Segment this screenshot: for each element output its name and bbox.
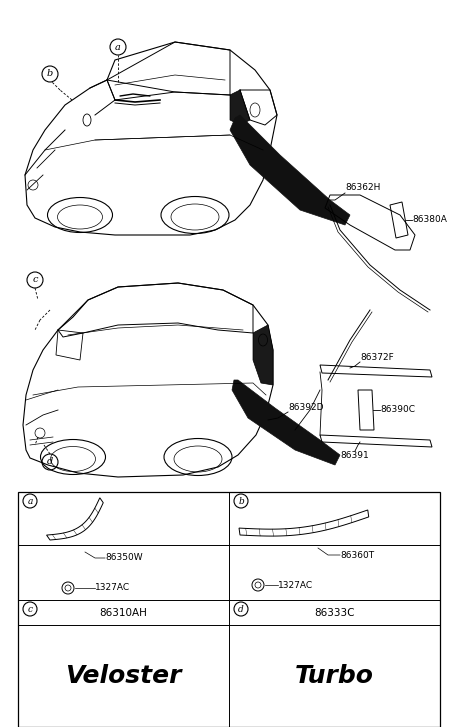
Text: 86390C: 86390C	[380, 406, 415, 414]
Text: Turbo: Turbo	[295, 664, 374, 688]
Text: 86362H: 86362H	[345, 183, 381, 193]
Text: d: d	[47, 457, 53, 467]
Text: 86310AH: 86310AH	[99, 608, 147, 617]
Text: 86372F: 86372F	[360, 353, 394, 363]
Text: c: c	[32, 276, 38, 284]
Text: 86360T: 86360T	[340, 550, 374, 560]
Text: 86333C: 86333C	[314, 608, 355, 617]
Bar	[18, 492, 440, 727]
Text: 86350W: 86350W	[105, 553, 142, 563]
Text: 1327AC: 1327AC	[278, 580, 313, 590]
Text: 86392D: 86392D	[288, 403, 323, 412]
Polygon shape	[232, 380, 340, 465]
Text: a: a	[115, 42, 121, 52]
Text: a: a	[27, 497, 33, 505]
Text: 86391: 86391	[341, 451, 369, 459]
Text: 1327AC: 1327AC	[95, 584, 130, 593]
Polygon shape	[230, 115, 350, 225]
Text: c: c	[27, 604, 33, 614]
Polygon shape	[253, 325, 273, 385]
Text: b: b	[47, 70, 53, 79]
Text: d: d	[238, 604, 244, 614]
Text: Veloster: Veloster	[65, 664, 182, 688]
Text: b: b	[238, 497, 244, 505]
Polygon shape	[230, 90, 250, 125]
Text: 86380A: 86380A	[412, 215, 447, 225]
